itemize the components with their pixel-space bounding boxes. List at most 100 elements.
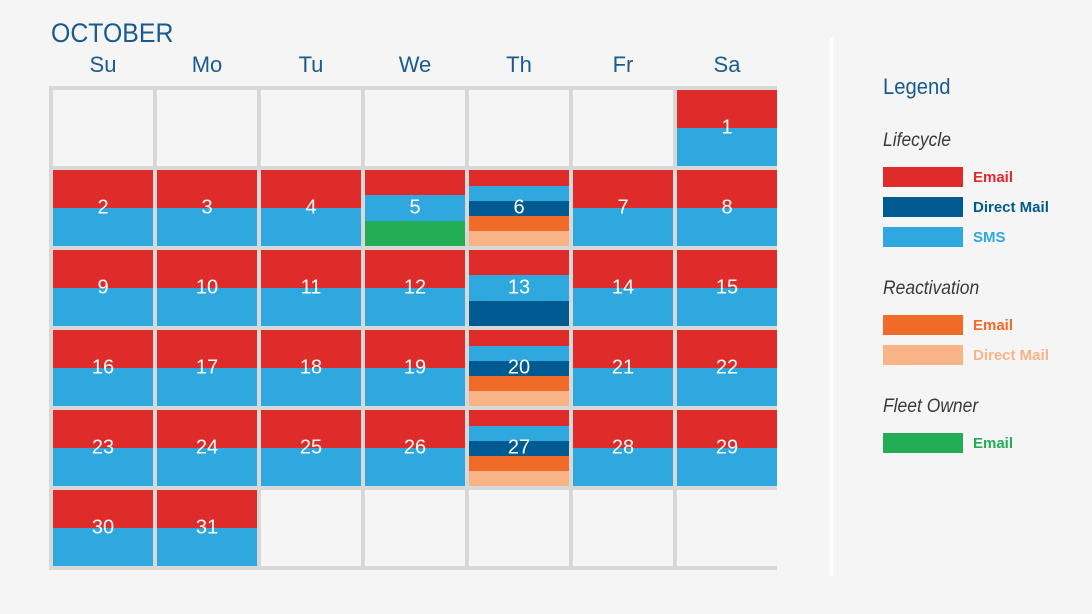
legend-item-lifecycle-sms: SMS xyxy=(883,222,1083,252)
band-lifecycle-email xyxy=(53,250,153,288)
band-reactivation-email xyxy=(469,375,569,391)
section-divider xyxy=(830,38,833,576)
band-lifecycle-email xyxy=(677,90,777,128)
legend-group-title: Lifecycle xyxy=(883,130,952,151)
band-lifecycle-sms xyxy=(365,288,465,326)
legend-item-lifecycle-email: Email xyxy=(883,162,1083,192)
legend-group-reactivation: Reactivation Email Direct Mail xyxy=(883,278,1083,370)
day-cell-26: 26 xyxy=(365,410,465,486)
weekday-saturday: Sa xyxy=(713,52,741,77)
band-lifecycle-sms xyxy=(469,275,569,301)
band-lifecycle-sms xyxy=(157,448,257,486)
band-lifecycle-sms xyxy=(53,368,153,406)
band-lifecycle-direct-mail xyxy=(469,300,569,326)
legend-label: Email xyxy=(973,434,1014,452)
empty-cell xyxy=(573,90,673,166)
band-lifecycle-direct-mail xyxy=(469,440,569,456)
legend-label: SMS xyxy=(973,228,1006,246)
band-lifecycle-direct-mail xyxy=(469,200,569,216)
legend-swatch xyxy=(883,227,963,247)
legend-group-title: Reactivation xyxy=(883,278,980,299)
band-lifecycle-sms xyxy=(469,345,569,361)
band-lifecycle-sms xyxy=(677,208,777,246)
legend-group-title: Fleet Owner xyxy=(883,396,979,417)
legend-label: Email xyxy=(973,168,1014,186)
day-cell-7: 7 xyxy=(573,170,673,246)
legend-swatch xyxy=(883,315,963,335)
band-lifecycle-sms xyxy=(53,448,153,486)
weekday-wednesday: We xyxy=(398,52,432,77)
band-lifecycle-sms xyxy=(677,368,777,406)
legend-swatch xyxy=(883,345,963,365)
weekday-thursday: Th xyxy=(506,52,532,77)
legend-group-lifecycle: Lifecycle Email Direct Mail SMS xyxy=(883,130,1083,252)
empty-cell xyxy=(53,90,153,166)
day-cell-29: 29 xyxy=(677,410,777,486)
day-cell-25: 25 xyxy=(261,410,361,486)
band-lifecycle-email xyxy=(157,170,257,208)
day-cell-23: 23 xyxy=(53,410,153,486)
legend-label: Email xyxy=(973,316,1014,334)
day-cell-8: 8 xyxy=(677,170,777,246)
day-cell-27: 27 xyxy=(469,410,569,486)
band-lifecycle-email xyxy=(53,330,153,368)
legend-label: Direct Mail xyxy=(973,198,1049,216)
day-cell-2: 2 xyxy=(53,170,153,246)
band-lifecycle-email xyxy=(469,250,569,276)
band-lifecycle-email xyxy=(157,410,257,448)
band-lifecycle-email xyxy=(53,170,153,208)
band-lifecycle-email xyxy=(573,250,673,288)
band-lifecycle-email xyxy=(157,330,257,368)
band-lifecycle-sms xyxy=(53,208,153,246)
day-cell-28: 28 xyxy=(573,410,673,486)
band-reactivation-direct-mail xyxy=(469,390,569,406)
band-lifecycle-email xyxy=(157,490,257,528)
band-lifecycle-sms xyxy=(157,368,257,406)
empty-cell xyxy=(365,490,465,566)
band-lifecycle-email xyxy=(53,410,153,448)
band-lifecycle-email xyxy=(573,330,673,368)
band-lifecycle-email xyxy=(469,410,569,426)
day-cell-1: 1 xyxy=(677,90,777,166)
band-lifecycle-email xyxy=(53,490,153,528)
weekday-sunday: Su xyxy=(89,52,117,77)
band-fleet-owner-email xyxy=(365,220,465,246)
band-lifecycle-email xyxy=(365,170,465,196)
empty-cell xyxy=(261,90,361,166)
band-lifecycle-email xyxy=(469,330,569,346)
band-lifecycle-email xyxy=(677,330,777,368)
day-cell-9: 9 xyxy=(53,250,153,326)
day-cell-17: 17 xyxy=(157,330,257,406)
band-lifecycle-sms xyxy=(573,448,673,486)
band-lifecycle-email xyxy=(365,410,465,448)
day-cell-12: 12 xyxy=(365,250,465,326)
legend-swatch xyxy=(883,433,963,453)
day-cell-18: 18 xyxy=(261,330,361,406)
day-cell-13: 13 xyxy=(469,250,569,326)
band-lifecycle-email xyxy=(573,410,673,448)
empty-cell xyxy=(469,90,569,166)
empty-cell xyxy=(157,90,257,166)
band-lifecycle-direct-mail xyxy=(469,360,569,376)
legend-item-reactivation-email: Email xyxy=(883,310,1083,340)
weekday-tuesday: Tu xyxy=(298,52,324,77)
day-cell-4: 4 xyxy=(261,170,361,246)
band-lifecycle-sms xyxy=(365,448,465,486)
band-lifecycle-email xyxy=(469,170,569,186)
legend-swatch xyxy=(883,197,963,217)
band-lifecycle-sms xyxy=(677,448,777,486)
band-lifecycle-sms xyxy=(573,368,673,406)
legend-swatch xyxy=(883,167,963,187)
band-lifecycle-email xyxy=(677,250,777,288)
day-cell-20: 20 xyxy=(469,330,569,406)
band-lifecycle-sms xyxy=(677,128,777,166)
empty-cell xyxy=(573,490,673,566)
band-lifecycle-sms xyxy=(157,208,257,246)
band-lifecycle-email xyxy=(677,170,777,208)
day-cell-24: 24 xyxy=(157,410,257,486)
band-lifecycle-sms xyxy=(573,208,673,246)
band-lifecycle-sms xyxy=(53,528,153,566)
band-lifecycle-email xyxy=(261,250,361,288)
band-reactivation-email xyxy=(469,215,569,231)
band-lifecycle-sms xyxy=(261,448,361,486)
